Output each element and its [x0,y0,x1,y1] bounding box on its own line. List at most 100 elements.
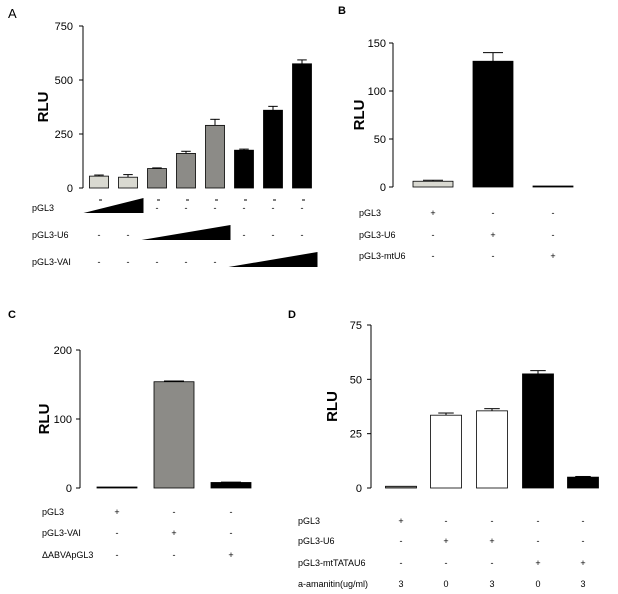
condition-mark: 3 [398,579,403,589]
condition-mark: + [430,208,435,218]
svg-text:C: C [8,309,16,321]
y-tick-label: 25 [350,429,362,441]
condition-mark: - [432,251,435,261]
y-tick-label: 0 [66,483,72,495]
condition-row-label: pGL3-U6 [298,536,335,546]
y-axis-label: RLU [35,92,52,123]
condition-mark: - [400,558,403,568]
bar [89,175,109,189]
condition-mark: - [127,257,130,267]
bar [522,373,554,489]
bar [234,149,254,189]
panel-c: 0 100 200 RLU pGL3 + - - pGL3-VAI - + - ΔABVApGL3 - - + [36,345,252,560]
y-axis-label: RLU [36,404,53,435]
condition-mark: - [243,230,246,240]
condition-mark: - [116,550,119,560]
y-tick-label: 100 [368,86,386,98]
condition-mark: - [116,528,119,538]
panel-label-d: D [288,309,296,321]
condition-mark: - [272,230,275,240]
bar [292,63,312,189]
condition-mark: - [173,550,176,560]
condition-mark: - [156,203,159,213]
condition-mark: - [491,516,494,526]
panel-b: 0 50 100 150 RLU pGL3 + - - pGL3-U6 - + - pGL3-mtU6 - -… [351,38,574,261]
concentration-ramp [141,225,231,240]
condition-mark: - [214,257,217,267]
condition-mark: + [489,536,494,546]
condition-mark: + [171,528,176,538]
bar [96,486,138,489]
condition-mark: - [230,507,233,517]
condition-mark: - [127,230,130,240]
condition-mark: + [580,558,585,568]
bar [567,476,599,489]
condition-row-label: ΔABVApGL3 [42,550,93,560]
svg-text:A: A [8,6,17,21]
bar [263,109,283,189]
y-tick-label: 50 [374,134,386,146]
condition-mark: 3 [580,579,585,589]
bar [153,381,195,489]
condition-mark: - [432,230,435,240]
condition-mark: - [552,230,555,240]
y-tick-label: 200 [54,345,72,357]
bar [476,410,508,489]
condition-mark: - [552,208,555,218]
condition-row-label: pGL3-VAI [42,528,81,538]
bar [147,168,167,189]
condition-mark: 3 [489,579,494,589]
condition-mark: + [114,507,119,517]
bar [176,153,196,189]
bar [472,60,514,188]
condition-mark: 0 [535,579,540,589]
y-axis-label: RLU [324,391,341,422]
concentration-ramp [228,252,318,267]
condition-row-label: pGL3-U6 [32,230,69,240]
condition-row-label: pGL3-mtTATAU6 [298,558,366,568]
condition-mark: - [445,558,448,568]
condition-mark: + [490,230,495,240]
condition-row-label: pGL3-U6 [359,230,396,240]
y-axis-label: RLU [351,100,368,131]
svg-text:B: B [338,5,346,17]
condition-mark: - [492,208,495,218]
y-tick-label: 0 [356,483,362,495]
bar [205,124,225,189]
y-tick-label: 50 [350,374,362,386]
condition-mark: - [98,257,101,267]
svg-text:D: D [288,309,296,321]
y-tick-label: 0 [380,182,386,194]
condition-mark: - [173,507,176,517]
condition-mark: 0 [443,579,448,589]
condition-row-label: pGL3-mtU6 [359,251,406,261]
condition-mark: + [398,516,403,526]
panel-d: 0 25 50 75 RLU pGL3 + - - - - pGL3-U6 - + + - - pGL3-mtTA… [298,320,599,589]
bar [210,482,252,489]
y-tick-label: 750 [55,21,73,33]
condition-mark: - [491,558,494,568]
condition-row-label: pGL3 [32,203,54,213]
condition-mark: - [301,203,304,213]
condition-row-label: a-amanitin(ug/ml) [298,579,368,589]
bar [532,185,574,188]
y-tick-label: 150 [368,38,386,50]
condition-mark: - [230,528,233,538]
panel-label-b: B [338,5,346,17]
condition-mark: - [400,536,403,546]
condition-mark: - [214,203,217,213]
condition-mark: - [445,516,448,526]
condition-mark: - [301,230,304,240]
y-tick-label: 75 [350,320,362,332]
panel-label-c: C [8,309,16,321]
condition-row-label: pGL3 [42,507,64,517]
condition-mark: - [582,536,585,546]
concentration-ramp [83,198,144,213]
condition-mark: - [537,536,540,546]
condition-row-label: pGL3 [359,208,381,218]
condition-mark: + [535,558,540,568]
condition-mark: - [492,251,495,261]
y-tick-label: 250 [55,129,73,141]
bar [385,485,417,489]
